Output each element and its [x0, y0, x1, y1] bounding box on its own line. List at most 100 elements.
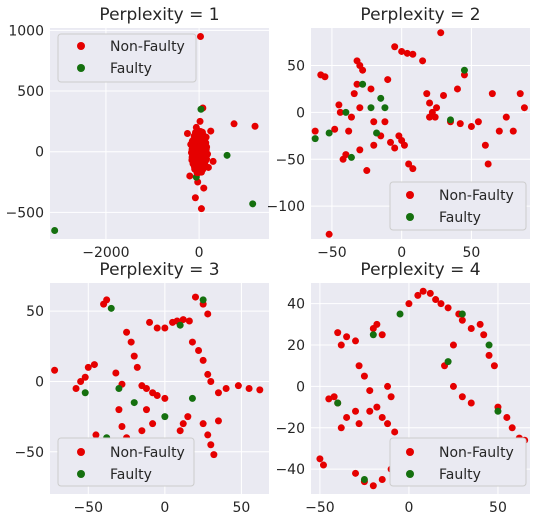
point-non-faulty — [146, 318, 154, 326]
point-non-faulty — [363, 167, 371, 175]
legend: Non-Faulty Faulty — [389, 181, 527, 231]
point-non-faulty — [366, 407, 374, 415]
point-non-faulty — [188, 338, 196, 346]
tick-labels: −50 0 50 −40 −20 0 20 40 — [275, 297, 506, 516]
point-non-faulty — [204, 310, 212, 318]
subplot-2: Perplexity = 2 −50 0 50 −100 −50 0 50 Non-Faul… — [267, 5, 530, 261]
data-points — [51, 32, 259, 235]
point-non-faulty — [485, 351, 493, 359]
point-faulty — [107, 304, 115, 312]
point-non-faulty — [352, 407, 360, 415]
point-non-faulty — [373, 320, 381, 328]
point-non-faulty — [179, 420, 187, 428]
point-non-faulty — [490, 362, 498, 370]
y-tick-label: 1000 — [8, 23, 44, 39]
point-non-faulty — [414, 291, 422, 299]
point-faulty — [130, 399, 138, 407]
x-tick-label: −50 — [317, 245, 347, 261]
legend-box — [389, 181, 527, 231]
point-non-faulty — [387, 393, 395, 401]
point-faulty — [396, 310, 404, 318]
point-non-faulty — [161, 324, 169, 332]
x-tick-label: 50 — [462, 245, 480, 261]
point-non-faulty — [355, 362, 363, 370]
point-non-faulty — [391, 43, 399, 51]
point-non-faulty — [437, 300, 445, 308]
point-non-faulty — [186, 172, 194, 180]
point-non-faulty — [387, 138, 395, 146]
point-non-faulty — [467, 399, 475, 407]
legend-label-faulty: Faulty — [110, 61, 152, 77]
point-non-faulty — [378, 476, 386, 484]
point-non-faulty — [384, 420, 392, 428]
point-non-faulty — [153, 324, 161, 332]
legend-label-faulty: Faulty — [439, 210, 481, 226]
point-non-faulty — [458, 393, 466, 401]
point-non-faulty — [370, 141, 378, 149]
point-non-faulty — [319, 461, 327, 469]
point-non-faulty — [391, 144, 399, 152]
point-non-faulty — [480, 331, 488, 339]
point-faulty — [446, 116, 454, 124]
point-non-faulty — [161, 394, 169, 402]
point-non-faulty — [193, 169, 201, 177]
point-faulty — [444, 358, 452, 366]
point-non-faulty — [251, 122, 259, 130]
point-non-faulty — [378, 331, 386, 339]
point-non-faulty — [72, 385, 80, 392]
point-non-faulty — [127, 338, 135, 346]
point-non-faulty — [337, 341, 345, 349]
point-non-faulty — [331, 125, 339, 133]
chart-title: Perplexity = 1 — [99, 5, 219, 25]
point-non-faulty — [433, 104, 441, 112]
point-non-faulty — [256, 386, 264, 394]
point-non-faulty — [201, 161, 209, 169]
point-non-faulty — [204, 370, 212, 378]
point-non-faulty — [509, 127, 517, 135]
point-non-faulty — [92, 431, 100, 439]
tick-labels: −50 0 50 −100 −50 0 50 — [267, 59, 481, 261]
point-non-faulty — [409, 50, 417, 58]
point-non-faulty — [481, 141, 489, 149]
chart-title: Perplexity = 2 — [360, 5, 480, 25]
chart-title: Perplexity = 4 — [360, 260, 480, 280]
point-non-faulty — [214, 389, 222, 397]
x-tick-label: −50 — [305, 500, 335, 516]
point-non-faulty — [391, 428, 399, 436]
point-non-faulty — [343, 333, 351, 341]
point-non-faulty — [350, 90, 358, 98]
point-faulty — [249, 200, 257, 208]
point-non-faulty — [138, 427, 146, 435]
point-non-faulty — [488, 90, 496, 98]
point-non-faulty — [426, 289, 434, 297]
point-non-faulty — [209, 157, 217, 165]
x-tick-label: 0 — [195, 245, 204, 261]
point-non-faulty — [366, 387, 374, 395]
point-non-faulty — [204, 431, 212, 439]
point-faulty — [197, 105, 205, 113]
point-non-faulty — [423, 90, 431, 98]
point-non-faulty — [449, 382, 457, 390]
point-non-faulty — [197, 32, 205, 40]
point-non-faulty — [176, 427, 184, 435]
point-non-faulty — [149, 420, 157, 428]
subplot-4: Perplexity = 4 −50 0 50 −40 −20 0 20 40 Non-Fau… — [275, 260, 530, 516]
point-non-faulty — [347, 113, 355, 121]
point-non-faulty — [520, 104, 528, 112]
point-non-faulty — [202, 155, 210, 163]
point-faulty — [81, 389, 89, 397]
point-non-faulty — [367, 85, 375, 93]
point-non-faulty — [352, 469, 360, 477]
point-non-faulty — [245, 385, 253, 392]
point-non-faulty — [185, 317, 193, 325]
legend: Non-Faulty Faulty — [389, 437, 527, 487]
point-non-faulty — [133, 363, 141, 371]
point-non-faulty — [409, 165, 417, 173]
point-non-faulty — [316, 455, 324, 463]
point-non-faulty — [398, 47, 406, 55]
point-non-faulty — [184, 413, 192, 421]
point-non-faulty — [200, 184, 208, 192]
legend-marker-faulty — [77, 470, 85, 478]
y-tick-label: 0 — [35, 374, 44, 390]
